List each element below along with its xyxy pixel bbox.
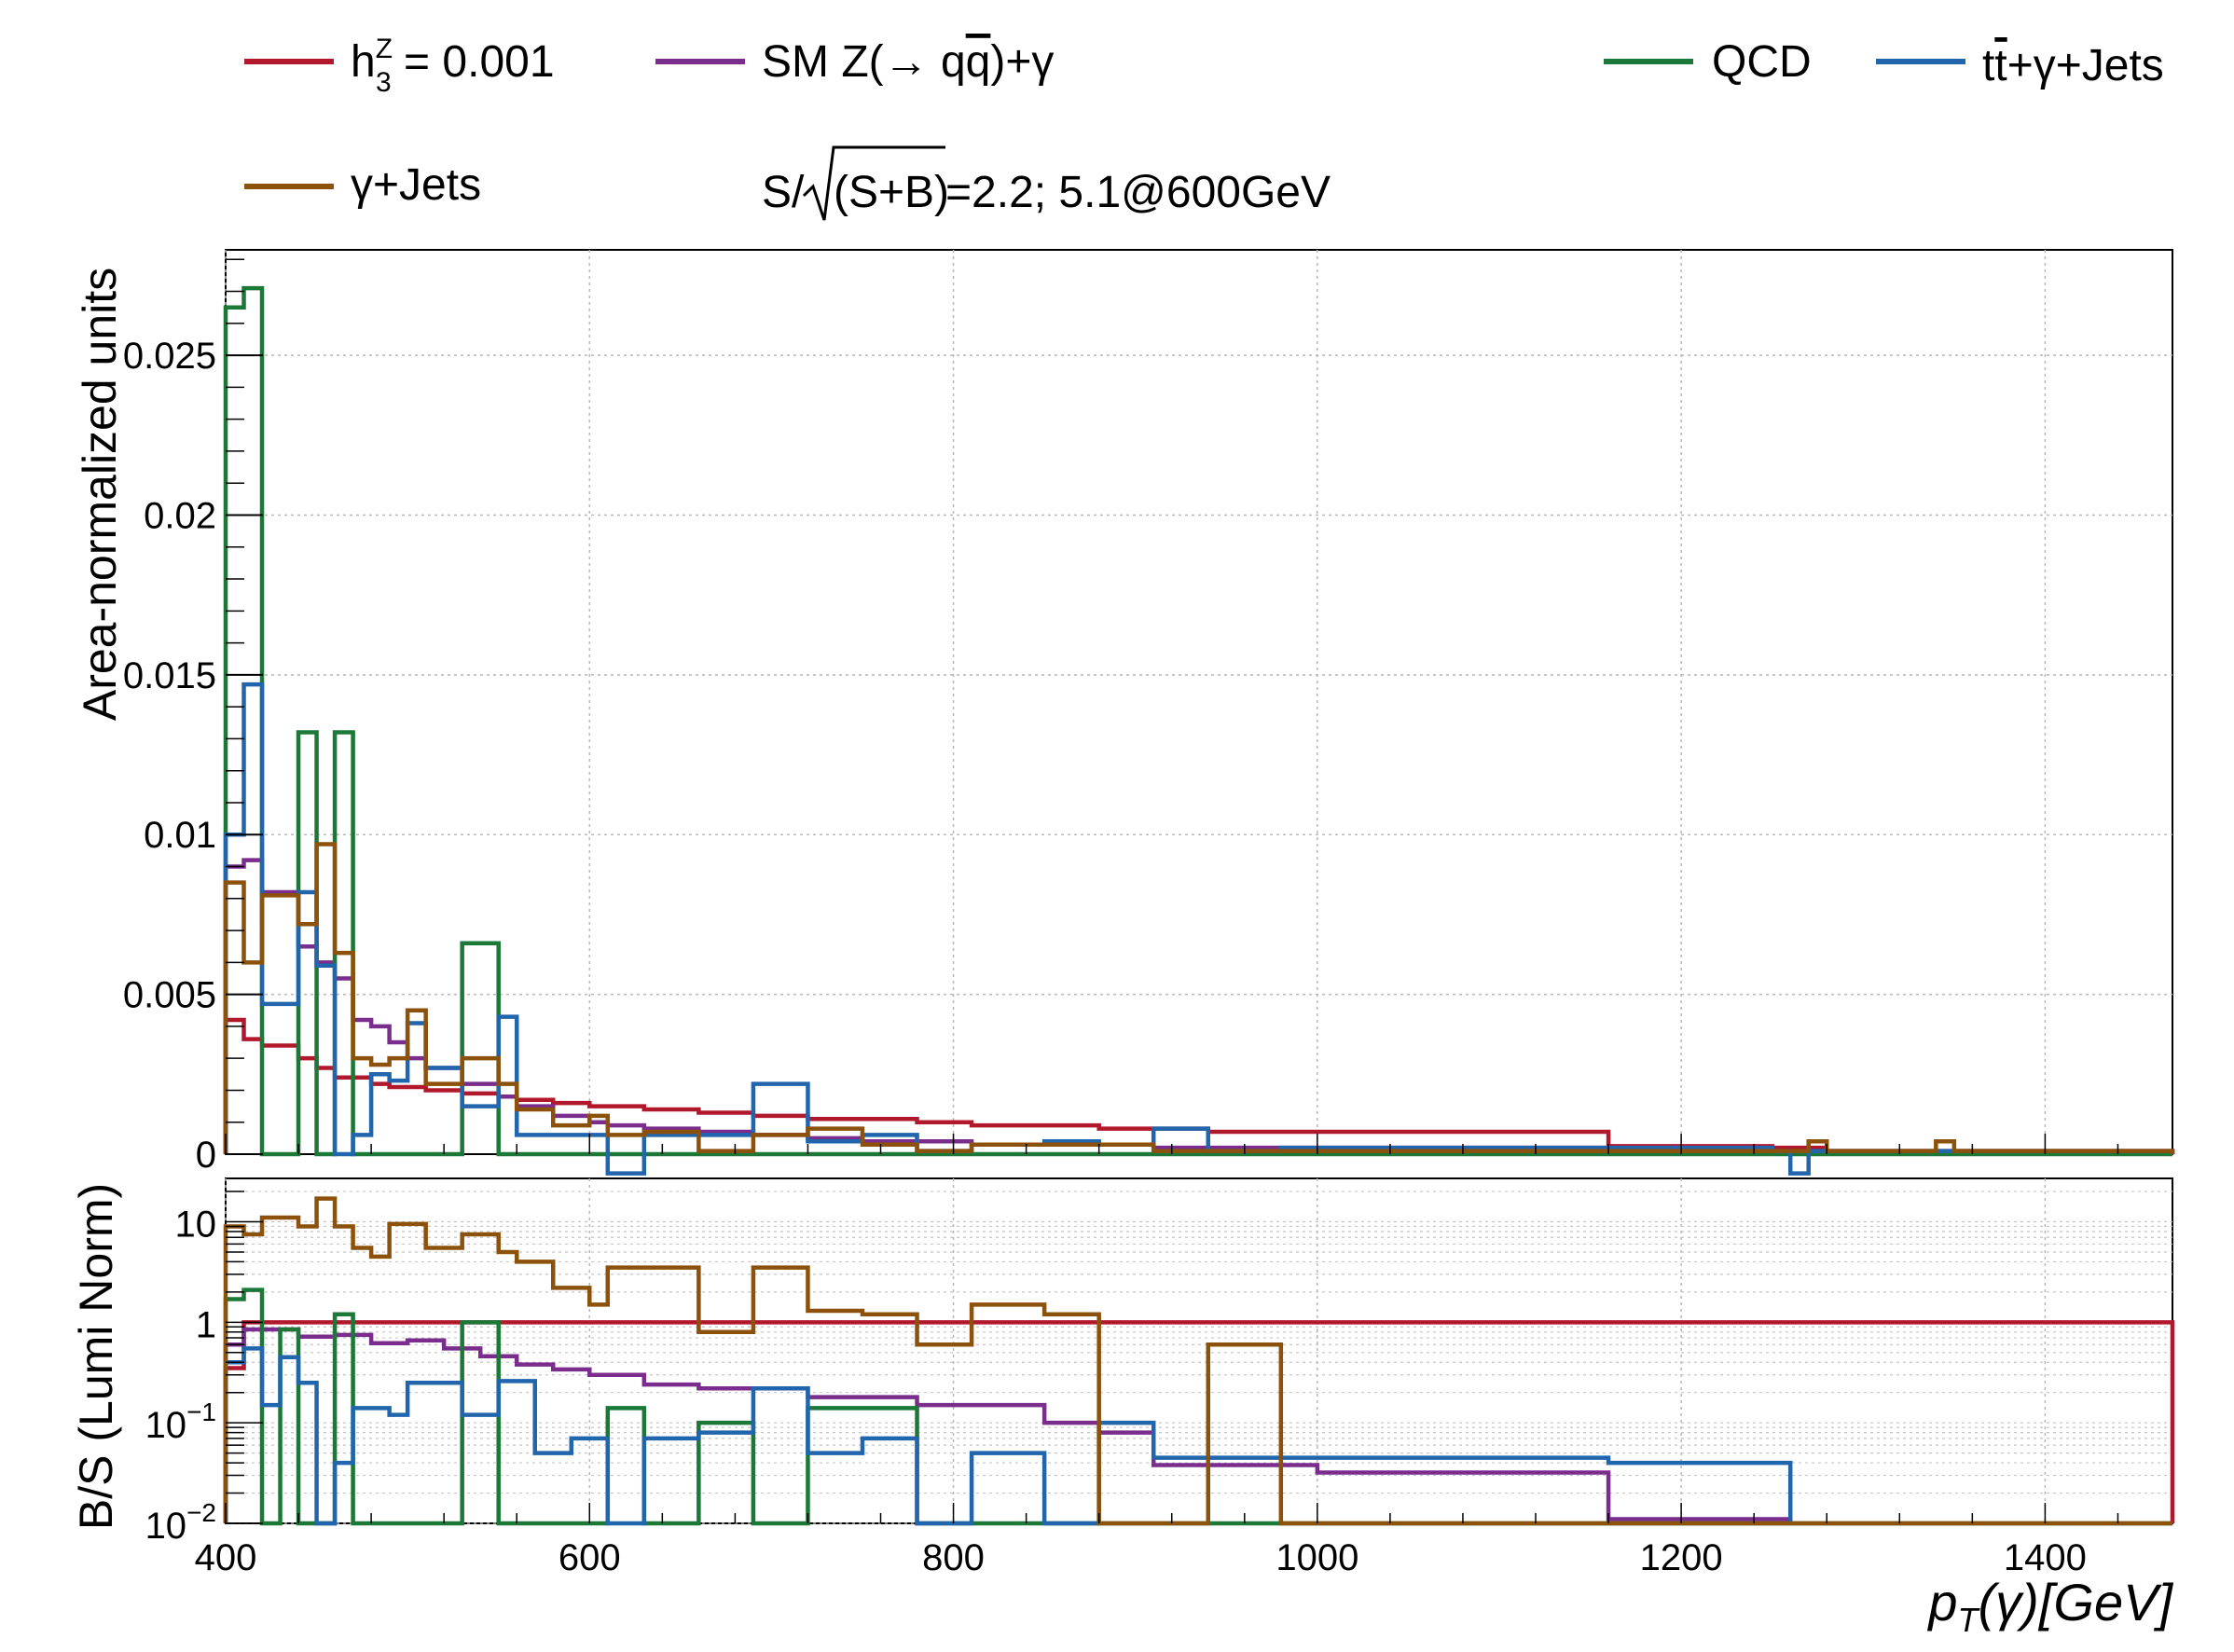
bottom-y-tick-base: 1 <box>196 1304 216 1345</box>
legend-smz-qbar: q <box>966 37 991 87</box>
top-y-tick-label: 0 <box>196 1135 216 1176</box>
legend-signal-rest: = 0.001 <box>392 37 555 87</box>
top-y-tick-label: 0.02 <box>144 495 216 536</box>
significance-suffix: =2.2; 5.1@600GeV <box>945 168 1331 217</box>
significance-prefix: S/ <box>762 168 805 217</box>
bottom-x-ticks <box>225 1503 2119 1523</box>
bottom-y-tick-exp: −1 <box>186 1397 216 1426</box>
bottom-plot-frame <box>225 1177 2173 1524</box>
legend-label-signal: hZ 3 = 0.001 <box>351 34 555 98</box>
x-tick-label: 1400 <box>2004 1537 2087 1578</box>
top-y-axis-label: Area-normalized units <box>74 268 126 721</box>
bottom-histograms <box>223 1196 2175 1526</box>
legend-label-qcd: QCD <box>1712 37 1812 87</box>
x-axis-title: pT(γ)[GeV] <box>1926 1573 2173 1639</box>
x-tick-label: 1200 <box>1640 1537 1723 1578</box>
legend-smz-text: SM Z(→ q <box>762 37 966 87</box>
legend-label-gjets: γ+Jets <box>351 160 481 210</box>
top-x-ticks <box>225 1134 2119 1154</box>
bottom-series-line <box>223 1287 2172 1526</box>
significance-label: S/ (S+B) =2.2; 5.1@600GeV <box>762 145 1331 221</box>
top-panel: 0 0.005 0.01 0.015 0.02 0.025 Area-normalized… <box>74 249 2175 1176</box>
bottom-series-line <box>223 1346 1793 1526</box>
legend-ttbar-t: t <box>1982 41 1994 90</box>
x-tick-label: 400 <box>195 1537 257 1578</box>
top-y-tick-label: 0.005 <box>123 975 216 1016</box>
significance-radicand: (S+B) <box>834 168 949 217</box>
legend-signal-sub: 3 <box>376 67 392 98</box>
bottom-series-line <box>223 1196 2172 1526</box>
top-y-tick-label: 0.01 <box>144 815 216 856</box>
bottom-y-tick-label: 1 <box>196 1304 216 1345</box>
bottom-y-tick-label: 10 <box>175 1205 217 1246</box>
legend-signal-h: h <box>351 37 376 87</box>
top-series-line <box>223 285 2172 1157</box>
x-tick-label: 600 <box>558 1537 621 1578</box>
top-plot-frame <box>225 249 2173 1155</box>
bottom-y-tick-exp: −2 <box>186 1498 216 1527</box>
bottom-y-axis-label: B/S (Lumi Norm) <box>70 1183 122 1530</box>
legend: hZ 3 = 0.001 SM Z(→ qq)+γ QCD tt+γ+Jets γ… <box>244 34 2164 221</box>
legend-label-smz: SM Z(→ qq)+γ <box>762 37 1054 87</box>
legend-label-ttbar: tt+γ+Jets <box>1982 41 2164 90</box>
bottom-y-tick-base: 10 <box>145 1405 187 1446</box>
legend-smz-rest: )+γ <box>990 37 1054 87</box>
legend-signal-sup: Z <box>376 34 393 64</box>
bottom-y-tick-label: 10−2 <box>145 1498 216 1547</box>
top-series-line <box>223 842 2175 1154</box>
top-y-tick-label: 0.025 <box>123 336 216 377</box>
bottom-y-tick-base: 10 <box>175 1205 217 1246</box>
x-tick-label: 800 <box>922 1537 985 1578</box>
x-tick-labels: 400 600 800 1000 1200 1400 <box>195 1537 2087 1578</box>
x-title-p: p <box>1926 1573 1957 1631</box>
x-title-sub: T <box>1958 1601 1981 1639</box>
x-title-rest: (γ)[GeV] <box>1979 1573 2174 1631</box>
bottom-y-tick-base: 10 <box>145 1506 187 1547</box>
sqrt-sign <box>802 145 945 221</box>
x-tick-label: 1000 <box>1276 1537 1358 1578</box>
bottom-y-tick-label: 10−1 <box>145 1397 216 1446</box>
top-grid <box>225 250 2172 1154</box>
legend-ttbar-tbar: t <box>1994 41 2006 90</box>
top-y-ticks: 0 0.005 0.01 0.015 0.02 0.025 <box>123 258 263 1176</box>
top-y-tick-label: 0.015 <box>123 655 216 696</box>
top-histograms <box>223 285 2175 1176</box>
legend-ttbar-rest: +γ+Jets <box>2007 41 2164 90</box>
